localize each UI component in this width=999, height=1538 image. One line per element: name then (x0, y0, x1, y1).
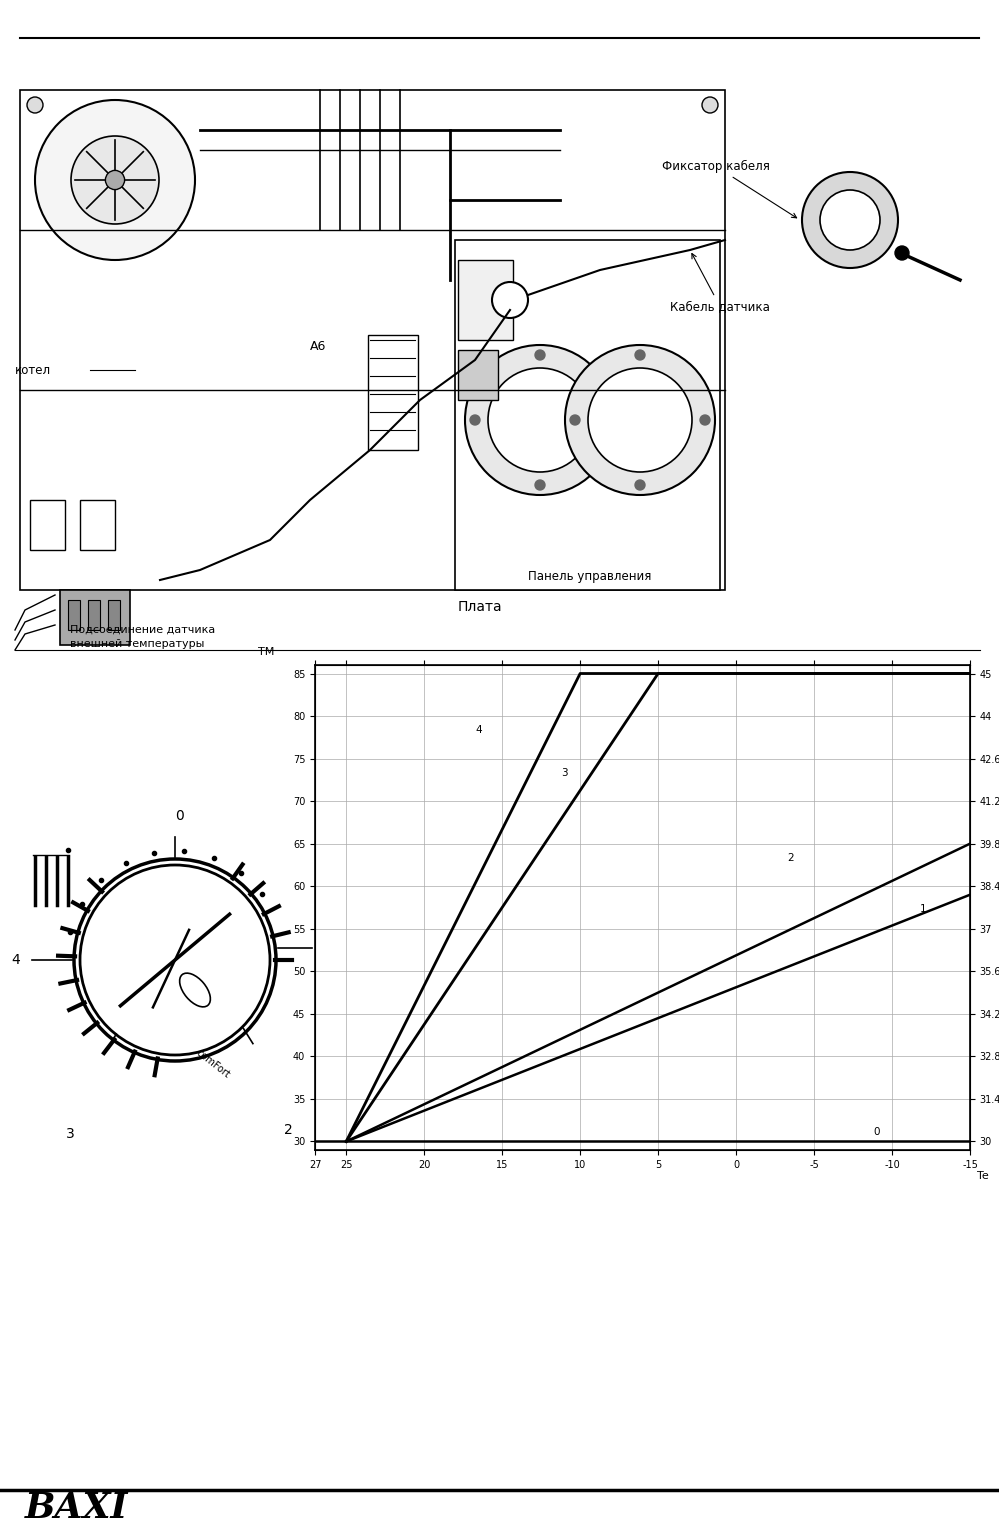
Text: Фиксатор кабеля: Фиксатор кабеля (662, 160, 796, 218)
Bar (368, 335, 418, 451)
Circle shape (106, 171, 125, 189)
Circle shape (895, 246, 909, 260)
Text: 4: 4 (476, 724, 483, 735)
Text: 4: 4 (11, 954, 20, 967)
Text: 1: 1 (322, 935, 331, 949)
Circle shape (35, 100, 195, 260)
Circle shape (565, 345, 715, 495)
Circle shape (71, 135, 159, 225)
Text: TM: TM (258, 647, 274, 657)
Ellipse shape (74, 860, 276, 1061)
Bar (455, 240, 720, 591)
Text: A6: A6 (310, 340, 327, 354)
Bar (68, 600, 80, 631)
Text: 2: 2 (284, 1123, 293, 1137)
Bar (20, 91, 725, 591)
Circle shape (535, 351, 545, 360)
Text: 1: 1 (920, 904, 926, 914)
Text: Плата: Плата (458, 600, 502, 614)
Bar (88, 600, 100, 631)
Circle shape (492, 281, 528, 318)
Bar (80, 500, 115, 551)
Bar (30, 500, 65, 551)
Circle shape (702, 97, 718, 112)
Circle shape (535, 480, 545, 491)
Bar (108, 600, 120, 631)
Circle shape (700, 415, 710, 424)
Circle shape (470, 415, 480, 424)
Circle shape (635, 351, 645, 360)
Bar (60, 591, 130, 644)
Text: Панель управления: Панель управления (528, 571, 651, 583)
Circle shape (588, 368, 692, 472)
Text: 3: 3 (561, 767, 567, 778)
Bar (458, 351, 498, 400)
Text: 0: 0 (176, 809, 185, 823)
Text: котел: котел (15, 363, 51, 377)
Text: 2: 2 (787, 852, 794, 863)
Circle shape (27, 97, 43, 112)
Circle shape (820, 191, 880, 251)
Text: Te: Te (977, 1170, 988, 1181)
Circle shape (635, 480, 645, 491)
Text: BAXI: BAXI (25, 1490, 129, 1526)
Text: 3: 3 (66, 1127, 74, 1141)
Bar (458, 260, 513, 340)
Circle shape (570, 415, 580, 424)
Circle shape (802, 172, 898, 268)
Text: Кабель датчика: Кабель датчика (670, 254, 770, 314)
Ellipse shape (180, 974, 211, 1007)
Text: comFort: comFort (194, 1047, 232, 1080)
Text: 0: 0 (873, 1127, 880, 1137)
Text: Подсоединение датчика
внешней температуры: Подсоединение датчика внешней температур… (70, 624, 215, 649)
Circle shape (488, 368, 592, 472)
Circle shape (600, 415, 610, 424)
Ellipse shape (80, 864, 270, 1055)
Circle shape (465, 345, 615, 495)
